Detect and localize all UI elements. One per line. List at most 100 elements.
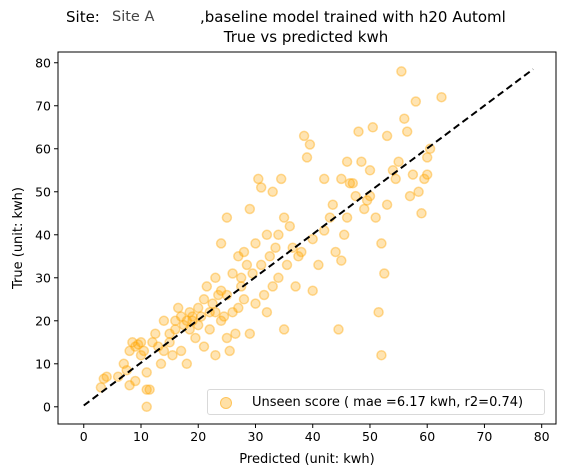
data-point bbox=[267, 281, 278, 292]
data-point bbox=[250, 238, 261, 249]
data-point bbox=[410, 96, 422, 107]
data-point bbox=[170, 315, 181, 327]
data-point bbox=[224, 345, 235, 357]
title-prefix: Site: bbox=[66, 8, 100, 26]
data-point bbox=[244, 328, 256, 339]
data-point bbox=[264, 251, 276, 262]
data-point bbox=[419, 173, 430, 185]
data-point bbox=[421, 152, 433, 163]
data-point bbox=[436, 91, 447, 103]
data-point bbox=[235, 281, 247, 292]
data-point bbox=[267, 186, 278, 198]
data-point bbox=[192, 302, 204, 314]
data-point bbox=[390, 173, 401, 185]
data-point bbox=[201, 281, 213, 292]
data-point bbox=[230, 328, 241, 339]
data-point bbox=[138, 345, 150, 357]
data-point bbox=[324, 212, 336, 223]
data-point bbox=[141, 401, 152, 413]
x-tick-label: 30 bbox=[248, 429, 264, 444]
data-point bbox=[353, 126, 364, 137]
data-point bbox=[261, 229, 273, 241]
data-point bbox=[210, 272, 221, 284]
data-point bbox=[304, 139, 316, 150]
data-point bbox=[290, 281, 301, 292]
data-point bbox=[184, 306, 195, 318]
y-tick-label: 40 bbox=[35, 227, 51, 242]
y-tick-label: 30 bbox=[35, 270, 51, 285]
data-point bbox=[215, 285, 227, 296]
data-point bbox=[307, 285, 318, 296]
data-point bbox=[278, 212, 290, 223]
data-point bbox=[150, 328, 161, 339]
data-point bbox=[233, 302, 244, 314]
data-point bbox=[130, 341, 141, 352]
x-tick-label: 80 bbox=[534, 429, 550, 444]
data-point bbox=[301, 152, 313, 163]
data-point bbox=[181, 315, 193, 327]
data-point bbox=[158, 315, 170, 327]
data-point bbox=[356, 156, 367, 167]
data-point bbox=[341, 212, 353, 223]
data-point bbox=[124, 345, 135, 357]
data-point bbox=[147, 337, 158, 348]
title-suffix: ,baseline model trained with h20 Automl bbox=[200, 8, 506, 26]
x-tick-label: 50 bbox=[362, 429, 378, 444]
data-point bbox=[207, 298, 218, 309]
data-point bbox=[376, 349, 387, 361]
data-point bbox=[336, 173, 347, 185]
data-point bbox=[284, 220, 296, 232]
data-point bbox=[298, 130, 310, 142]
data-point bbox=[170, 324, 181, 335]
data-point bbox=[175, 311, 187, 322]
data-point bbox=[313, 259, 324, 271]
data-point bbox=[376, 238, 387, 249]
data-point bbox=[198, 341, 210, 352]
data-point bbox=[379, 268, 390, 279]
data-point bbox=[293, 251, 304, 262]
data-point bbox=[281, 259, 293, 271]
data-point bbox=[270, 242, 281, 253]
data-point bbox=[135, 349, 147, 361]
x-tick-label: 70 bbox=[476, 429, 492, 444]
data-point bbox=[361, 195, 373, 206]
title-site-name: Site A bbox=[112, 9, 155, 25]
data-point bbox=[215, 238, 227, 249]
data-point bbox=[158, 345, 170, 357]
data-point bbox=[275, 173, 287, 185]
data-point bbox=[273, 272, 284, 284]
x-axis-ticks: 0 10 20 30 40 50 60 70 80 bbox=[80, 424, 550, 444]
y-tick-label: 50 bbox=[35, 184, 51, 199]
data-point bbox=[333, 324, 344, 335]
data-point bbox=[98, 373, 110, 385]
data-point bbox=[347, 177, 359, 189]
legend: Unseen score ( mae =6.17 kwh, r2=0.74) bbox=[207, 389, 545, 415]
data-point bbox=[370, 212, 381, 223]
data-point bbox=[407, 169, 419, 180]
x-tick-label: 10 bbox=[133, 429, 149, 444]
data-point bbox=[416, 208, 427, 219]
data-point bbox=[255, 182, 267, 193]
data-point bbox=[327, 199, 339, 210]
y-tick-label: 10 bbox=[35, 356, 51, 371]
data-point bbox=[221, 212, 233, 223]
data-point bbox=[255, 259, 267, 271]
data-point bbox=[221, 332, 233, 344]
data-point bbox=[404, 190, 416, 202]
data-point bbox=[190, 332, 201, 344]
reference-line bbox=[83, 68, 534, 407]
data-point bbox=[132, 339, 144, 350]
data-point bbox=[424, 143, 436, 155]
chart-title-line-1: Site: Site A ,baseline model trained wit… bbox=[0, 8, 562, 28]
scatter-points bbox=[95, 66, 447, 413]
data-point bbox=[175, 345, 187, 357]
x-tick-label: 0 bbox=[80, 429, 88, 444]
data-point bbox=[261, 306, 273, 318]
data-point bbox=[401, 126, 413, 137]
data-point bbox=[210, 306, 221, 318]
data-point bbox=[118, 358, 130, 370]
data-point bbox=[399, 113, 410, 124]
data-point bbox=[381, 130, 393, 142]
data-point bbox=[210, 349, 221, 361]
